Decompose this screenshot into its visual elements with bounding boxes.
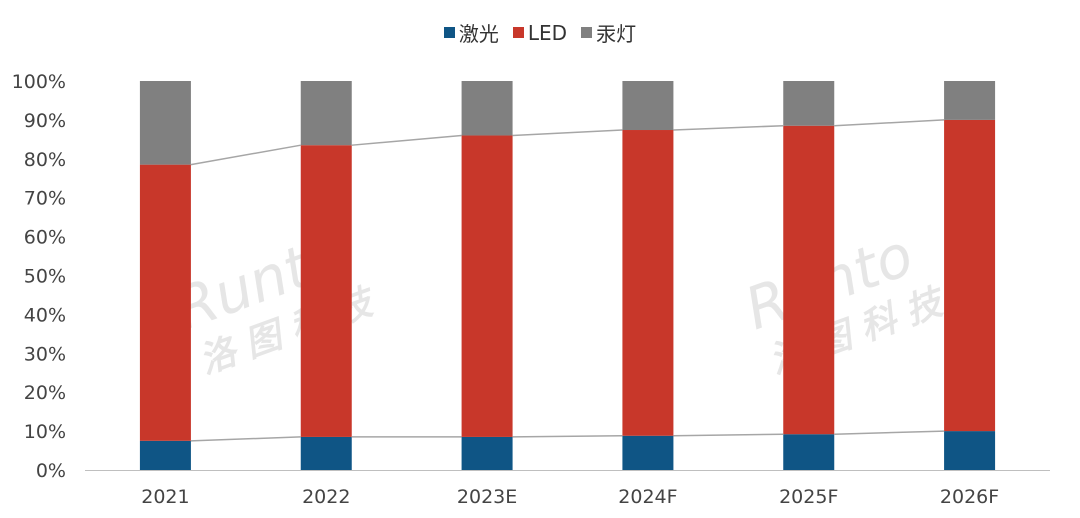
bar-segment [622,130,674,436]
series-line [190,144,301,166]
y-tick-label: 0% [36,460,66,482]
bar-segment [461,81,513,136]
bar-segment [139,440,191,470]
y-tick-label: 100% [12,71,66,93]
y-tick-label: 40% [24,304,66,326]
legend-swatch-laser [443,27,455,38]
x-tick-label: 2026F [940,486,999,508]
y-tick-label: 10% [24,421,66,443]
x-tick-label: 2021 [141,486,189,508]
bar-segment [461,436,513,470]
series-line [834,119,945,127]
legend: 激光 LED 汞灯 [0,18,1080,47]
x-tick-label: 2024F [618,486,677,508]
bar-segment [300,145,352,437]
bar-segment [783,434,835,470]
legend-swatch-led [512,27,524,38]
legend-swatch-mercury [581,27,593,38]
bar-segment [783,81,835,126]
y-tick-label: 50% [24,266,66,288]
bar-segment [944,431,996,470]
y-tick-label: 80% [24,149,66,171]
bar-segment [622,435,674,470]
series-lines-group [190,119,945,442]
bar-segment [139,164,191,441]
legend-item-mercury: 汞灯 [581,18,636,47]
x-tick-label: 2025F [779,486,838,508]
legend-item-laser: 激光 [443,18,499,47]
series-line [351,134,462,146]
series-line [190,436,301,442]
bar-segment [783,125,835,435]
x-tick-label: 2023E [457,486,517,508]
legend-label-laser: 激光 [458,22,499,46]
legend-label-led: LED [527,20,568,45]
series-line [834,430,945,435]
bar-segment [461,135,513,437]
bar-segment [300,81,352,146]
x-tick-label: 2022 [302,486,350,508]
y-tick-label: 90% [24,110,66,132]
bar-segment [300,436,352,470]
legend-label-mercury: 汞灯 [596,22,637,46]
bar-segment [622,81,674,131]
legend-item-led: LED [512,18,568,47]
y-tick-label: 30% [24,343,66,365]
y-tick-label: 70% [24,188,66,210]
y-tick-label: 60% [24,227,66,249]
y-tick-label: 20% [24,382,66,404]
series-line [512,435,623,438]
bar-segment [944,119,996,432]
bars-group [139,81,996,470]
axes-group: 0% 10% 20% 30% 40% 50% 60% 70% 80% 90% 100% 2021 202… [12,71,1050,508]
bar-segment [139,81,191,165]
bar-segment [944,81,996,120]
series-line [673,124,784,131]
series-line [512,129,623,137]
series-line [673,433,784,437]
